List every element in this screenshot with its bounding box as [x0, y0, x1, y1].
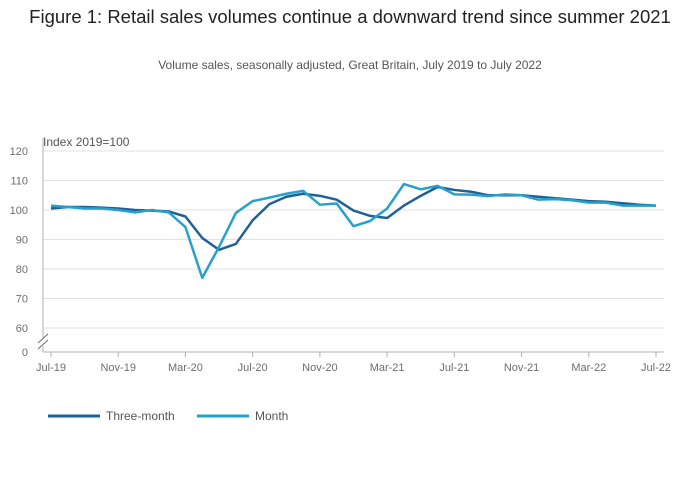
chart-subtitle: Volume sales, seasonally adjusted, Great… [158, 58, 542, 72]
y-tick-label: 120 [10, 146, 28, 158]
x-tick-label: Jul-21 [439, 362, 469, 374]
axis-break-mark [37, 333, 49, 344]
y-tick-label: 100 [10, 205, 28, 217]
y-tick-label: 60 [16, 323, 28, 335]
x-tick-label: Mar-21 [370, 362, 405, 374]
y-tick-label: 70 [16, 294, 28, 306]
legend-label: Three-month [106, 409, 175, 423]
x-tick-label: Nov-21 [504, 362, 539, 374]
chart-title: Figure 1: Retail sales volumes continue … [29, 6, 671, 27]
y-tick-label: 0 [22, 347, 28, 359]
y-axis-label: Index 2019=100 [43, 135, 130, 149]
x-tick-label: Mar-20 [168, 362, 203, 374]
series-line-three-month [50, 185, 657, 252]
series-lines [50, 182, 657, 280]
x-tick-label: Nov-20 [302, 362, 337, 374]
gridlines [43, 150, 664, 329]
series-line-month [50, 182, 656, 280]
legend-item-month[interactable]: Month [197, 409, 288, 423]
y-tick-label: 110 [10, 176, 28, 188]
x-tick-label: Jul-22 [641, 362, 671, 374]
legend[interactable]: Three-month Month [48, 409, 288, 423]
x-tick-label: Jul-20 [238, 362, 268, 374]
legend-item-three-month[interactable]: Three-month [48, 409, 175, 423]
y-tick-label: 90 [16, 235, 28, 247]
axes: Index 2019=100 120 110 100 90 80 70 60 0 Jul-19 N… [10, 135, 671, 374]
axis-break-mark [37, 339, 49, 350]
legend-label: Month [255, 409, 288, 423]
x-tick-label: Jul-19 [36, 362, 66, 374]
x-tick-label: Nov-19 [100, 362, 135, 374]
x-tick-label: Mar-22 [571, 362, 606, 374]
y-tick-label: 80 [16, 264, 28, 276]
